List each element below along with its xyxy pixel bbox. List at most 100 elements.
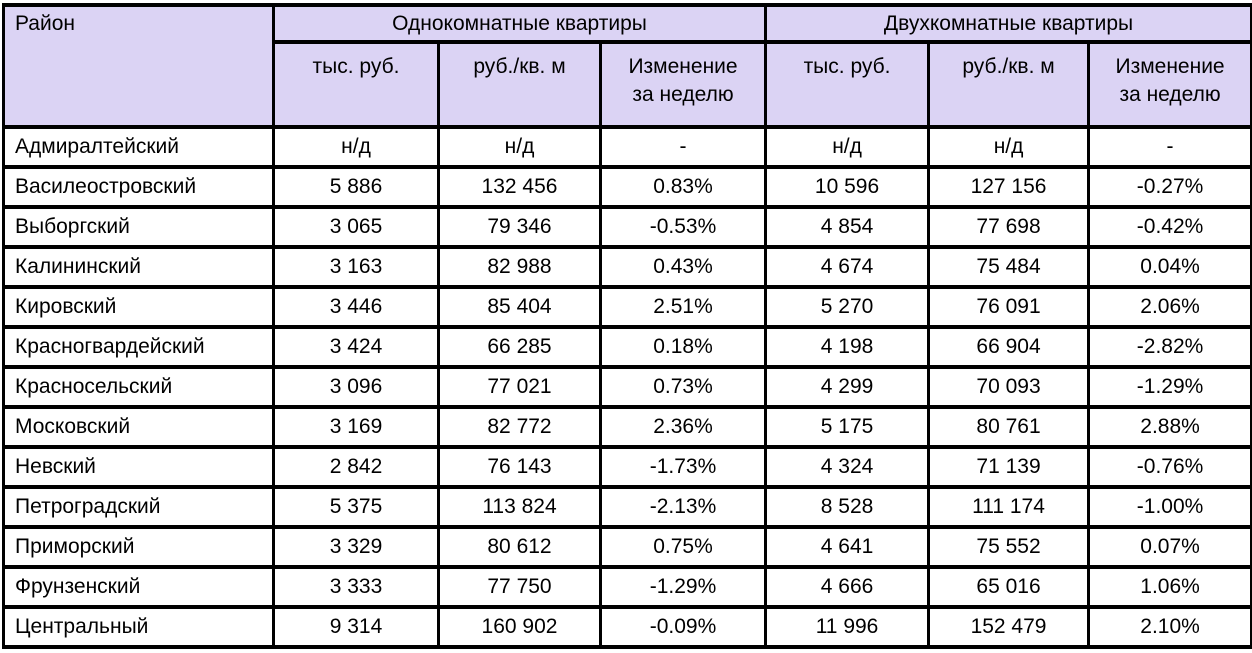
value-cell: 127 156	[927, 165, 1091, 209]
value-cell: 9 314	[272, 605, 440, 649]
district-cell: Петроградский	[2, 485, 275, 529]
value-cell: -1.73%	[598, 445, 768, 489]
table-row: Кировский 3 446 85 404 2.51% 5 270 76 09…	[2, 285, 1252, 329]
value-cell: 3 096	[272, 365, 440, 409]
group-header-one-room: Однокомнатные квартиры	[271, 3, 768, 44]
value-cell: 4 854	[764, 205, 931, 249]
subheader-1room-price-total: тыс. руб.	[272, 40, 440, 129]
value-cell: 5 375	[272, 485, 440, 529]
value-cell: -	[598, 125, 768, 169]
col-header-district: Район	[2, 3, 275, 129]
value-cell: 3 424	[272, 325, 440, 369]
district-cell: Фрунзенский	[2, 565, 275, 609]
table-row: Красносельский 3 096 77 021 0.73% 4 299 …	[2, 365, 1252, 409]
value-cell: -1.29%	[598, 565, 768, 609]
value-cell: 152 479	[927, 605, 1091, 649]
value-cell: н/д	[437, 125, 602, 169]
value-cell: 2.06%	[1087, 285, 1252, 329]
value-cell: 4 641	[764, 525, 931, 569]
value-cell: 5 886	[272, 165, 440, 209]
district-cell: Кировский	[2, 285, 275, 329]
value-cell: -0.27%	[1087, 165, 1252, 209]
value-cell: 4 324	[764, 445, 931, 489]
value-cell: 4 299	[764, 365, 931, 409]
value-cell: 0.04%	[1087, 245, 1252, 289]
table-row: Петроградский 5 375 113 824 -2.13% 8 528…	[2, 485, 1252, 529]
district-cell: Невский	[2, 445, 275, 489]
value-cell: 3 169	[272, 405, 440, 449]
value-cell: 79 346	[437, 205, 602, 249]
value-cell: 80 761	[927, 405, 1091, 449]
table-row: Фрунзенский 3 333 77 750 -1.29% 4 666 65…	[2, 565, 1252, 609]
header-row-groups: Район Однокомнатные квартиры Двухкомнатн…	[2, 3, 1252, 129]
table-row: Московский 3 169 82 772 2.36% 5 175 80 7…	[2, 405, 1252, 449]
value-cell: 3 446	[272, 285, 440, 329]
value-cell: 82 988	[437, 245, 602, 289]
value-cell: 76 143	[437, 445, 602, 489]
value-cell: 2.88%	[1087, 405, 1252, 449]
subheader-2room-price-total: тыс. руб.	[764, 40, 931, 129]
value-cell: 4 674	[764, 245, 931, 289]
table-row: Выборгский 3 065 79 346 -0.53% 4 854 77 …	[2, 205, 1252, 249]
value-cell: 111 174	[927, 485, 1091, 529]
value-cell: -2.13%	[598, 485, 768, 529]
value-cell: 11 996	[764, 605, 931, 649]
district-cell: Красносельский	[2, 365, 275, 409]
value-cell: 0.83%	[598, 165, 768, 209]
district-price-table: Район Однокомнатные квартиры Двухкомнатн…	[2, 3, 1252, 649]
value-cell: 2.10%	[1087, 605, 1252, 649]
table-row: Приморский 3 329 80 612 0.75% 4 641 75 5…	[2, 525, 1252, 569]
group-header-two-room: Двухкомнатные квартиры	[764, 3, 1252, 44]
value-cell: 0.07%	[1087, 525, 1252, 569]
header-row-sub: тыс. руб. руб./кв. м Изменение за неделю…	[4, 40, 1252, 129]
value-cell: 66 285	[437, 325, 602, 369]
value-cell: 2.51%	[598, 285, 768, 329]
value-cell: 66 904	[927, 325, 1091, 369]
value-cell: -	[1087, 125, 1252, 169]
value-cell: 76 091	[927, 285, 1091, 329]
district-cell: Калининский	[2, 245, 275, 289]
value-cell: 113 824	[437, 485, 602, 529]
table-row: Адмиралтейский н/д н/д - н/д н/д -	[2, 125, 1252, 169]
value-cell: 3 163	[272, 245, 440, 289]
district-cell: Василеостровский	[2, 165, 275, 209]
value-cell: -0.76%	[1087, 445, 1252, 489]
value-cell: 75 484	[927, 245, 1091, 289]
value-cell: 2 842	[272, 445, 440, 489]
value-cell: 5 270	[764, 285, 931, 329]
value-cell: н/д	[927, 125, 1091, 169]
subheader-1room-price-sqm: руб./кв. м	[437, 40, 602, 129]
value-cell: -1.00%	[1087, 485, 1252, 529]
table-row: Калининский 3 163 82 988 0.43% 4 674 75 …	[2, 245, 1252, 289]
value-cell: -2.82%	[1087, 325, 1252, 369]
district-cell: Московский	[2, 405, 275, 449]
district-cell: Выборгский	[2, 205, 275, 249]
value-cell: 1.06%	[1087, 565, 1252, 609]
value-cell: 71 139	[927, 445, 1091, 489]
value-cell: 0.43%	[598, 245, 768, 289]
table-row: Красногвардейский 3 424 66 285 0.18% 4 1…	[2, 325, 1252, 369]
value-cell: 2.36%	[598, 405, 768, 449]
district-cell: Приморский	[2, 525, 275, 569]
value-cell: 0.18%	[598, 325, 768, 369]
value-cell: н/д	[764, 125, 931, 169]
value-cell: 80 612	[437, 525, 602, 569]
value-cell: -0.09%	[598, 605, 768, 649]
value-cell: 5 175	[764, 405, 931, 449]
value-cell: 3 333	[272, 565, 440, 609]
value-cell: 77 698	[927, 205, 1091, 249]
subheader-1room-week-change: Изменение за неделю	[598, 40, 768, 129]
value-cell: 4 198	[764, 325, 931, 369]
value-cell: -0.42%	[1087, 205, 1252, 249]
value-cell: 70 093	[927, 365, 1091, 409]
value-cell: 65 016	[927, 565, 1091, 609]
value-cell: 3 065	[272, 205, 440, 249]
value-cell: 0.73%	[598, 365, 768, 409]
value-cell: 75 552	[927, 525, 1091, 569]
subheader-2room-price-sqm: руб./кв. м	[927, 40, 1091, 129]
value-cell: 10 596	[764, 165, 931, 209]
table-row: Василеостровский 5 886 132 456 0.83% 10 …	[2, 165, 1252, 209]
value-cell: -1.29%	[1087, 365, 1252, 409]
value-cell: -0.53%	[598, 205, 768, 249]
